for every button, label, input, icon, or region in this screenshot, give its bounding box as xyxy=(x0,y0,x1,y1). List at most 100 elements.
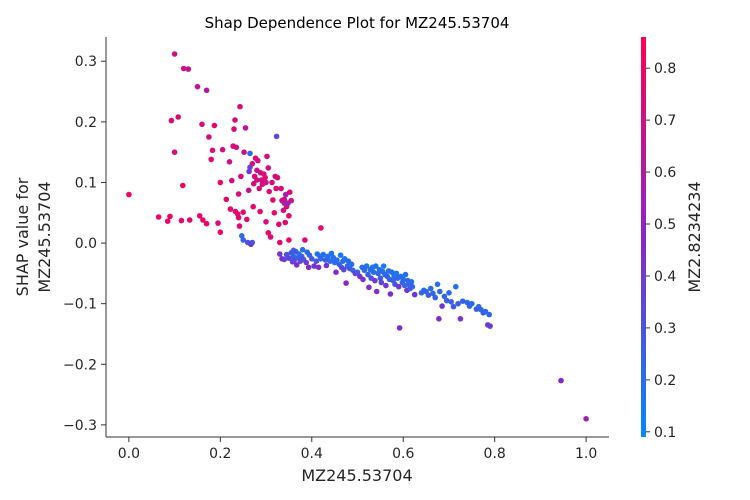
scatter-point xyxy=(203,87,210,94)
scatter-point xyxy=(348,261,355,268)
scatter-point xyxy=(318,225,324,231)
y-tick-label: 0.2 xyxy=(75,115,97,131)
scatter-point xyxy=(211,122,218,129)
scatter-point xyxy=(320,251,327,258)
scatter-point xyxy=(370,269,377,276)
scatter-point xyxy=(256,185,263,192)
scatter-point xyxy=(365,271,371,278)
scatter-point xyxy=(215,220,221,226)
colorbar-tick-label: 0.4 xyxy=(654,269,676,285)
x-axis-label: MZ245.53704 xyxy=(301,466,412,485)
scatter-point xyxy=(233,144,240,151)
scatter-point xyxy=(271,210,278,216)
scatter-point xyxy=(302,237,308,243)
scatter-point xyxy=(448,299,455,305)
scatter-point xyxy=(313,258,320,265)
scatter-point xyxy=(164,218,171,224)
scatter-point xyxy=(354,269,361,276)
scatter-point xyxy=(383,282,389,289)
scatter-point xyxy=(457,316,464,322)
scatter-point xyxy=(323,262,330,269)
scatter-point xyxy=(366,284,372,291)
scatter-point xyxy=(281,256,288,263)
scatter-point xyxy=(240,237,246,243)
y-axis-ticks: −0.3 −0.2 −0.1 0.0 0.1 0.2 0.3 xyxy=(63,54,106,434)
x-tick-label: 0.0 xyxy=(118,446,140,462)
scatter-point xyxy=(203,220,210,227)
scatter-point xyxy=(341,266,347,273)
scatter-point xyxy=(378,279,385,286)
colorbar-label: MZ2.8234234 xyxy=(685,181,704,292)
scatter-point xyxy=(334,257,340,263)
scatter-point xyxy=(441,293,448,300)
scatter-point xyxy=(185,66,192,72)
scatter-point xyxy=(235,214,242,221)
scatter-point xyxy=(244,216,250,223)
scatter-point xyxy=(459,298,466,305)
scatter-point xyxy=(167,213,173,220)
scatter-point xyxy=(196,213,203,219)
scatter-point xyxy=(373,263,379,269)
scatter-point xyxy=(208,156,214,163)
scatter-point xyxy=(241,149,247,155)
scatter-point xyxy=(400,276,407,283)
scatter-point xyxy=(558,377,564,384)
scatter-point xyxy=(180,182,186,189)
scatter-point xyxy=(446,290,452,296)
scatter-point xyxy=(238,173,244,180)
scatter-point xyxy=(278,185,284,192)
scatter-point xyxy=(264,153,270,160)
scatter-point xyxy=(206,134,212,140)
scatter-point xyxy=(393,270,400,277)
scatter-point xyxy=(209,147,216,154)
y-tick-label: −0.3 xyxy=(63,418,97,434)
scatter-point xyxy=(226,159,233,165)
scatter-point xyxy=(200,217,206,223)
colorbar-tick-label: 0.7 xyxy=(654,113,676,129)
colorbar-ticks: 0.1 0.2 0.3 0.4 0.5 0.6 0.7 0.8 xyxy=(646,61,676,441)
scatter-point xyxy=(337,252,344,258)
scatter-point xyxy=(249,160,256,167)
y-axis-label-line-1: SHAP value for xyxy=(13,177,32,296)
scatter-point xyxy=(245,187,252,194)
scatter-point xyxy=(250,203,256,210)
colorbar-tick-label: 0.3 xyxy=(654,321,676,337)
scatter-point xyxy=(425,292,432,299)
scatter-point xyxy=(231,126,237,132)
x-tick-label: 1.0 xyxy=(575,446,597,462)
scatter-point xyxy=(227,206,234,212)
scatter-point xyxy=(411,291,418,298)
scatter-point xyxy=(126,191,132,198)
scatter-point xyxy=(273,133,280,140)
scatter-point xyxy=(237,103,243,110)
scatter-point xyxy=(361,267,368,274)
y-tick-label: 0.3 xyxy=(75,54,97,70)
scatter-point xyxy=(270,197,276,203)
scatter-points xyxy=(126,51,589,422)
scatter-point xyxy=(318,255,324,262)
scatter-point xyxy=(436,316,442,322)
scatter-point xyxy=(180,65,187,72)
scatter-point xyxy=(286,237,292,243)
scatter-point xyxy=(249,239,256,246)
colorbar-tick-label: 0.1 xyxy=(654,425,676,441)
scatter-point xyxy=(360,276,366,283)
scatter-point xyxy=(402,271,409,278)
colorbar-tick-label: 0.5 xyxy=(654,217,676,233)
scatter-point xyxy=(175,114,181,120)
scatter-point xyxy=(269,179,275,186)
scatter-point xyxy=(247,150,253,157)
scatter-point xyxy=(286,255,292,261)
scatter-point xyxy=(246,168,252,175)
scatter-point xyxy=(583,416,589,422)
scatter-point xyxy=(430,290,436,297)
chart-title: Shap Dependence Plot for MZ245.53704 xyxy=(205,14,510,32)
scatter-point xyxy=(315,264,322,271)
scatter-point xyxy=(387,291,394,297)
x-axis-ticks: 0.0 0.2 0.4 0.6 0.8 1.0 xyxy=(118,437,597,462)
scatter-point xyxy=(155,214,162,220)
scatter-point xyxy=(265,165,272,171)
scatter-point xyxy=(443,297,450,304)
scatter-point xyxy=(171,51,178,57)
x-tick-label: 0.2 xyxy=(209,446,231,462)
